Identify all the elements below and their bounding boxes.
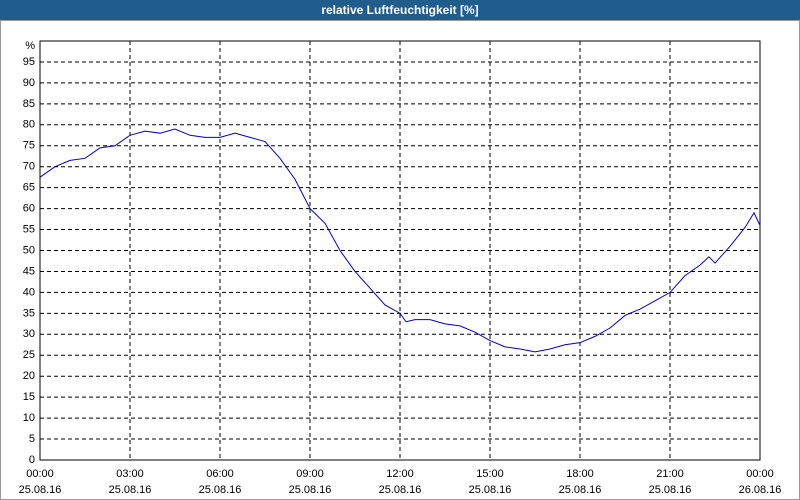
title-bar [0, 0, 800, 20]
y-tick-label: 5 [29, 433, 35, 445]
plot-border [39, 40, 761, 461]
y-tick-label: 70 [23, 161, 35, 173]
y-tick-label: 20 [23, 370, 35, 382]
x-tick-date: 26.08.16 [739, 484, 782, 496]
y-axis-label: % [25, 40, 35, 52]
x-tick-date: 25.08.16 [289, 484, 332, 496]
chart-title: relative Luftfeuchtigkeit [%] [321, 3, 478, 17]
y-tick-label: 75 [23, 140, 35, 152]
x-tick-date: 25.08.16 [469, 484, 512, 496]
y-tick-label: 50 [23, 244, 35, 256]
x-tick-label: 00:00 [26, 468, 54, 480]
y-tick-label: 35 [23, 307, 35, 319]
y-tick-label: 15 [23, 391, 35, 403]
x-tick-date: 25.08.16 [19, 484, 62, 496]
x-tick-date: 25.08.16 [559, 484, 602, 496]
x-tick-date: 25.08.16 [649, 484, 692, 496]
x-tick-label: 09:00 [296, 468, 324, 480]
x-tick-label: 03:00 [116, 468, 144, 480]
x-tick-date: 25.08.16 [199, 484, 242, 496]
y-tick-label: 55 [23, 223, 35, 235]
y-tick-label: 45 [23, 265, 35, 277]
x-tick-label: 21:00 [656, 468, 684, 480]
y-tick-label: 0 [29, 454, 35, 466]
y-tick-label: 25 [23, 349, 35, 361]
y-tick-label: 40 [23, 286, 35, 298]
x-tick-label: 00:00 [746, 468, 774, 480]
x-tick-date: 25.08.16 [109, 484, 152, 496]
y-tick-label: 90 [23, 77, 35, 89]
y-tick-label: 80 [23, 119, 35, 131]
x-tick-label: 06:00 [206, 468, 234, 480]
x-tick-label: 12:00 [386, 468, 414, 480]
x-tick-label: 15:00 [476, 468, 504, 480]
x-tick-label: 18:00 [566, 468, 594, 480]
y-tick-label: 60 [23, 203, 35, 215]
y-tick-label: 10 [23, 412, 35, 424]
y-tick-label: 85 [23, 98, 35, 110]
x-tick-date: 25.08.16 [379, 484, 422, 496]
y-tick-label: 30 [23, 328, 35, 340]
data-line [39, 128, 761, 353]
y-tick-label: 95 [23, 56, 35, 68]
y-tick-label: 65 [23, 182, 35, 194]
